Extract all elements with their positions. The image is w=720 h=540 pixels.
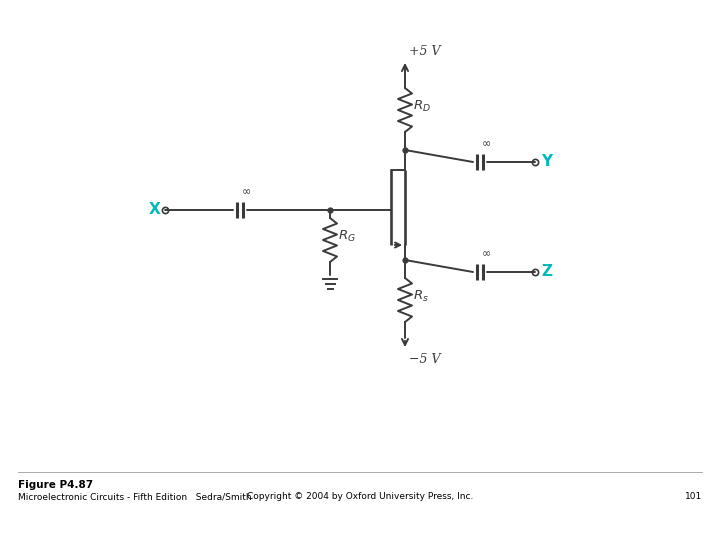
Text: +5 V: +5 V [409,45,441,58]
Text: Microelectronic Circuits - Fifth Edition   Sedra/Smith: Microelectronic Circuits - Fifth Edition… [18,492,251,501]
Text: ∞: ∞ [242,187,251,197]
Text: X: X [148,202,160,218]
Text: −5 V: −5 V [409,353,441,366]
Text: ∞: ∞ [482,249,491,259]
Text: $R_D$: $R_D$ [413,98,431,113]
Text: ∞: ∞ [482,139,491,149]
Text: $R_G$: $R_G$ [338,228,356,244]
Text: Z: Z [541,265,552,280]
Text: 101: 101 [685,492,702,501]
Text: $R_s$: $R_s$ [413,288,429,303]
Text: Y: Y [541,154,552,170]
Text: Copyright © 2004 by Oxford University Press, Inc.: Copyright © 2004 by Oxford University Pr… [247,492,473,501]
Text: Figure P4.87: Figure P4.87 [18,480,93,490]
